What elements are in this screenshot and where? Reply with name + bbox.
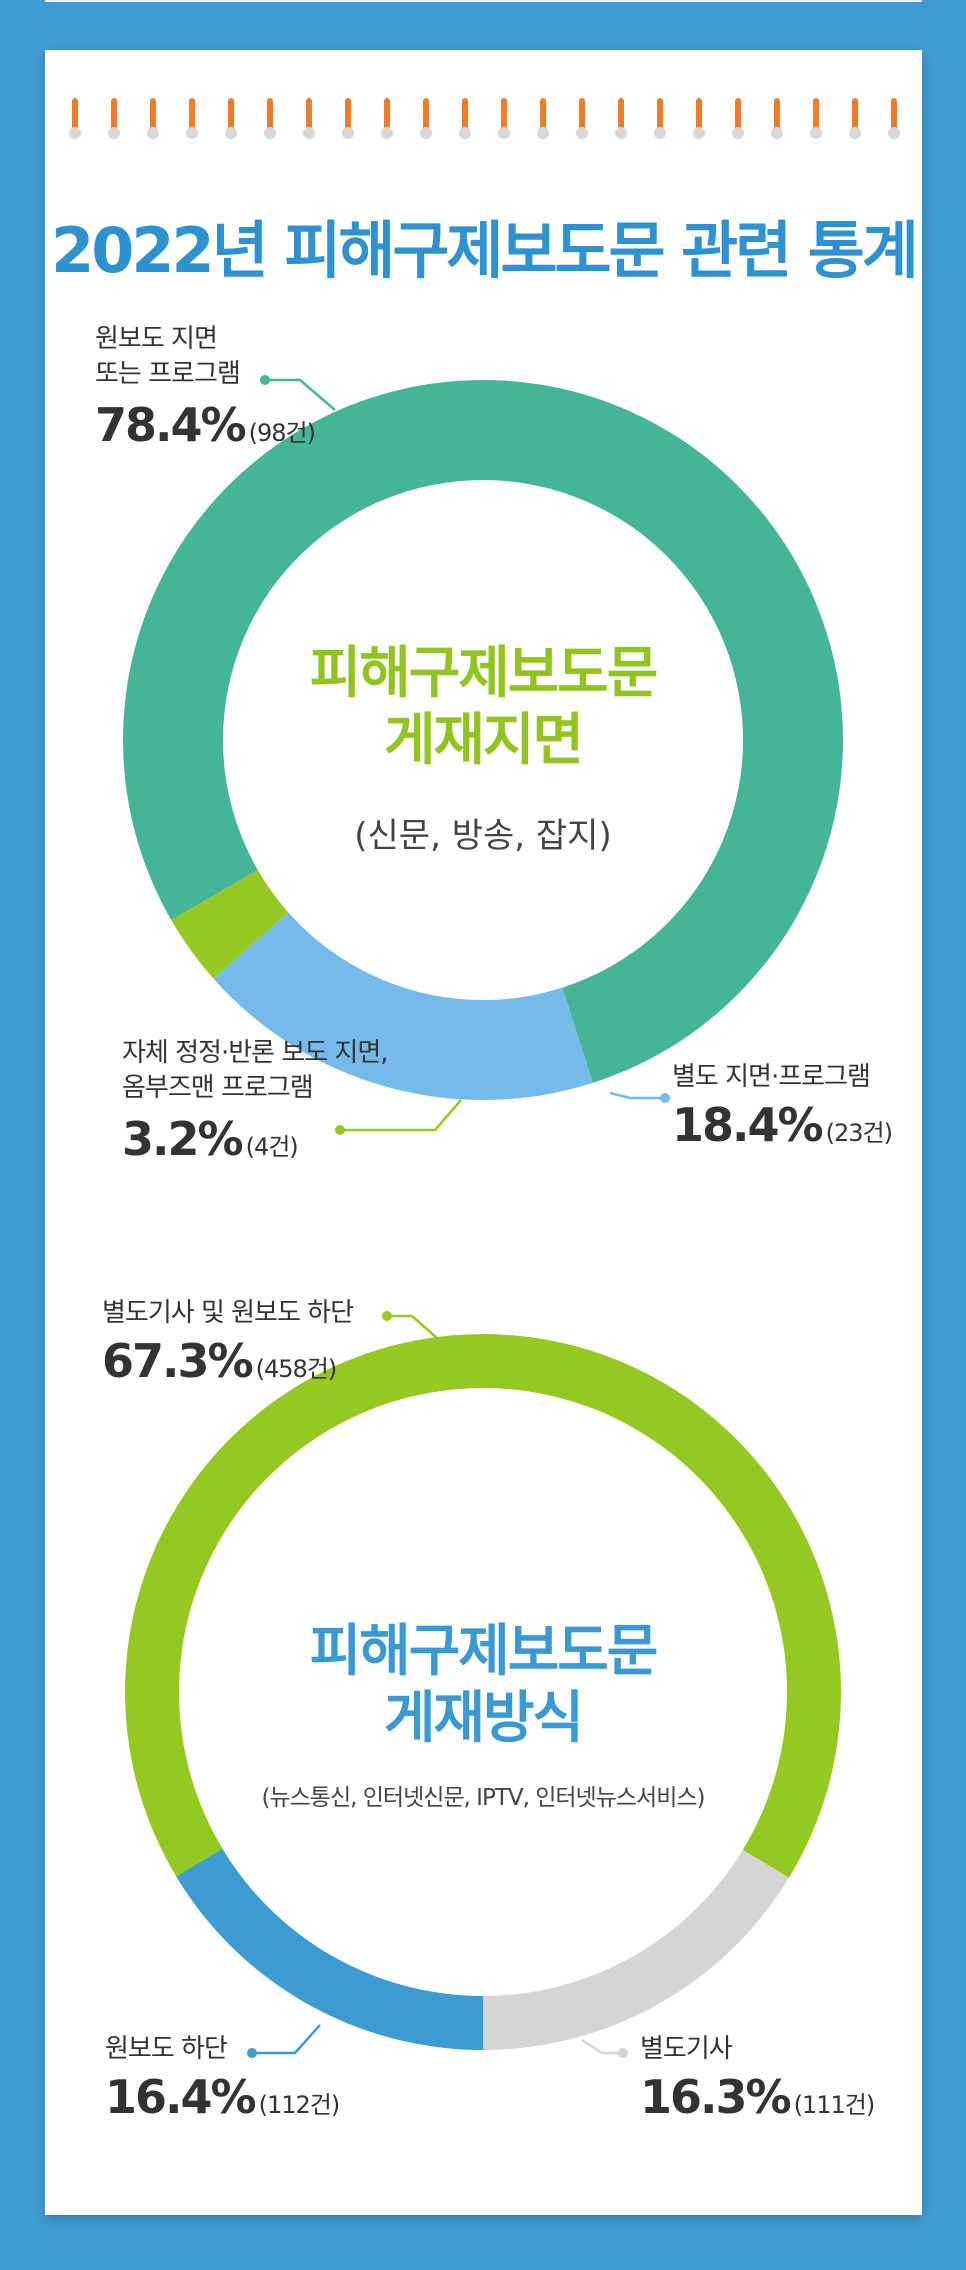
label-line: 또는 프로그램: [95, 359, 241, 390]
donut-chart-method: [124, 1311, 841, 2058]
slice-separate-article: [483, 1849, 789, 2050]
count-text: (111건): [793, 2091, 876, 2119]
label-separate-placement: 별도 지면·프로그램: [672, 1060, 871, 1095]
count-text: (4건): [245, 1133, 299, 1161]
leader-line-self-correction: [340, 1099, 462, 1132]
percent-text: 16.4%: [105, 2070, 257, 2124]
label-line: 별도기사: [640, 2034, 733, 2064]
donut-charts-canvas: [123, 375, 844, 2058]
count-text: (98건): [248, 419, 316, 447]
percent-text: 67.3%: [102, 1334, 254, 1388]
binding-ring: [693, 98, 705, 139]
slice-separate-and-bottom: [124, 1333, 841, 1878]
chart2-center-subtitle: (뉴스통신, 인터넷신문, IPTV, 인터넷뉴스서비스): [261, 1785, 706, 1811]
percent-text: 3.2%: [122, 1112, 244, 1166]
label-line: 자체 정정·반론 보도 지면,: [122, 1038, 389, 1068]
label-original-bottom: 원보도 하단: [105, 2032, 228, 2067]
infographic-card: 2022년 피해구제보도문 관련 통계 피해구제보도문 게재지면: [45, 50, 922, 2215]
page-title: 2022년 피해구제보도문 관련 통계: [51, 214, 919, 287]
percent-text: 18.4%: [672, 1098, 824, 1152]
leader-dot: [260, 375, 270, 385]
value-self-correction: 3.2% (4건): [122, 1112, 299, 1166]
binding-ring: [576, 98, 588, 139]
chart1-center-subtitle: (신문, 방송, 잡지): [354, 816, 612, 856]
binding-ring: [537, 98, 549, 139]
binding-ring: [108, 98, 120, 139]
leader-line-original-placement: [265, 378, 336, 411]
leader-dot: [660, 1093, 670, 1103]
chart2-center-title-line2: 게재방식: [383, 1686, 584, 1752]
label-separate-and-bottom: 별도기사 및 원보도 하단: [102, 1296, 354, 1331]
spiral-binding: [45, 90, 922, 145]
label-separate-article: 별도기사: [640, 2032, 733, 2067]
leader-line-original-bottom: [252, 2024, 321, 2055]
binding-ring: [654, 98, 666, 139]
leader-line-separate-and-bottom: [387, 1314, 438, 1339]
label-line: 원보도 하단: [105, 2034, 228, 2064]
slice-original-bottom: [176, 1848, 484, 2050]
binding-ring: [69, 98, 81, 139]
count-text: (23건): [825, 1119, 893, 1147]
binding-ring: [888, 98, 900, 139]
leader-dot: [335, 1125, 345, 1135]
binding-ring: [498, 98, 510, 139]
binding-ring: [381, 98, 393, 139]
leader-dot: [382, 1311, 392, 1321]
value-separate-article: 16.3% (111건): [640, 2070, 876, 2124]
binding-ring: [186, 98, 198, 139]
binding-ring: [771, 98, 783, 139]
leader-line-separate-article: [581, 2038, 623, 2055]
label-line: 옴부즈맨 프로그램: [122, 1073, 314, 1104]
binding-ring: [810, 98, 822, 139]
binding-ring: [342, 98, 354, 139]
value-separate-and-bottom: 67.3% (458건): [102, 1334, 338, 1388]
value-original-placement: 78.4% (98건): [95, 398, 316, 452]
binding-ring: [615, 98, 627, 139]
binding-ring: [849, 98, 861, 139]
chart2-center-title-line1: 피해구제보도문: [309, 1619, 659, 1684]
top-edge: [45, 0, 922, 2]
binding-ring: [420, 98, 432, 139]
slice-separate-placement: [213, 912, 593, 1100]
label-line: 별도 지면·프로그램: [672, 1062, 871, 1092]
chart1-center-title-line2: 게재지면: [383, 708, 584, 774]
chart1-center-title: 피해구제보도문 게재지면: [233, 640, 733, 774]
binding-ring: [225, 98, 237, 139]
binding-ring: [459, 98, 471, 139]
chart1-center-title-line1: 피해구제보도문: [309, 641, 659, 706]
value-original-bottom: 16.4% (112건): [105, 2070, 341, 2124]
donut-chart-placement: [123, 375, 844, 1135]
percent-text: 16.3%: [640, 2070, 792, 2124]
leader-dot: [247, 2048, 257, 2058]
count-text: (112건): [258, 2091, 341, 2119]
binding-ring: [264, 98, 276, 139]
count-text: (458건): [255, 1355, 338, 1383]
value-separate-placement: 18.4% (23건): [672, 1098, 893, 1152]
binding-ring: [303, 98, 315, 139]
leader-dot: [618, 2048, 628, 2058]
binding-ring: [147, 98, 159, 139]
leader-line-separate-placement: [609, 1091, 665, 1100]
label-self-correction: 자체 정정·반론 보도 지면, 옴부즈맨 프로그램: [122, 1036, 389, 1106]
chart2-center-title: 피해구제보도문 게재방식: [233, 1618, 733, 1752]
label-line: 별도기사 및 원보도 하단: [102, 1298, 354, 1328]
percent-text: 78.4%: [95, 398, 247, 452]
label-original-placement: 원보도 지면 또는 프로그램: [95, 322, 241, 392]
label-line: 원보도 지면: [95, 324, 218, 354]
slice-self-correction-placement: [171, 870, 289, 979]
binding-ring: [732, 98, 744, 139]
